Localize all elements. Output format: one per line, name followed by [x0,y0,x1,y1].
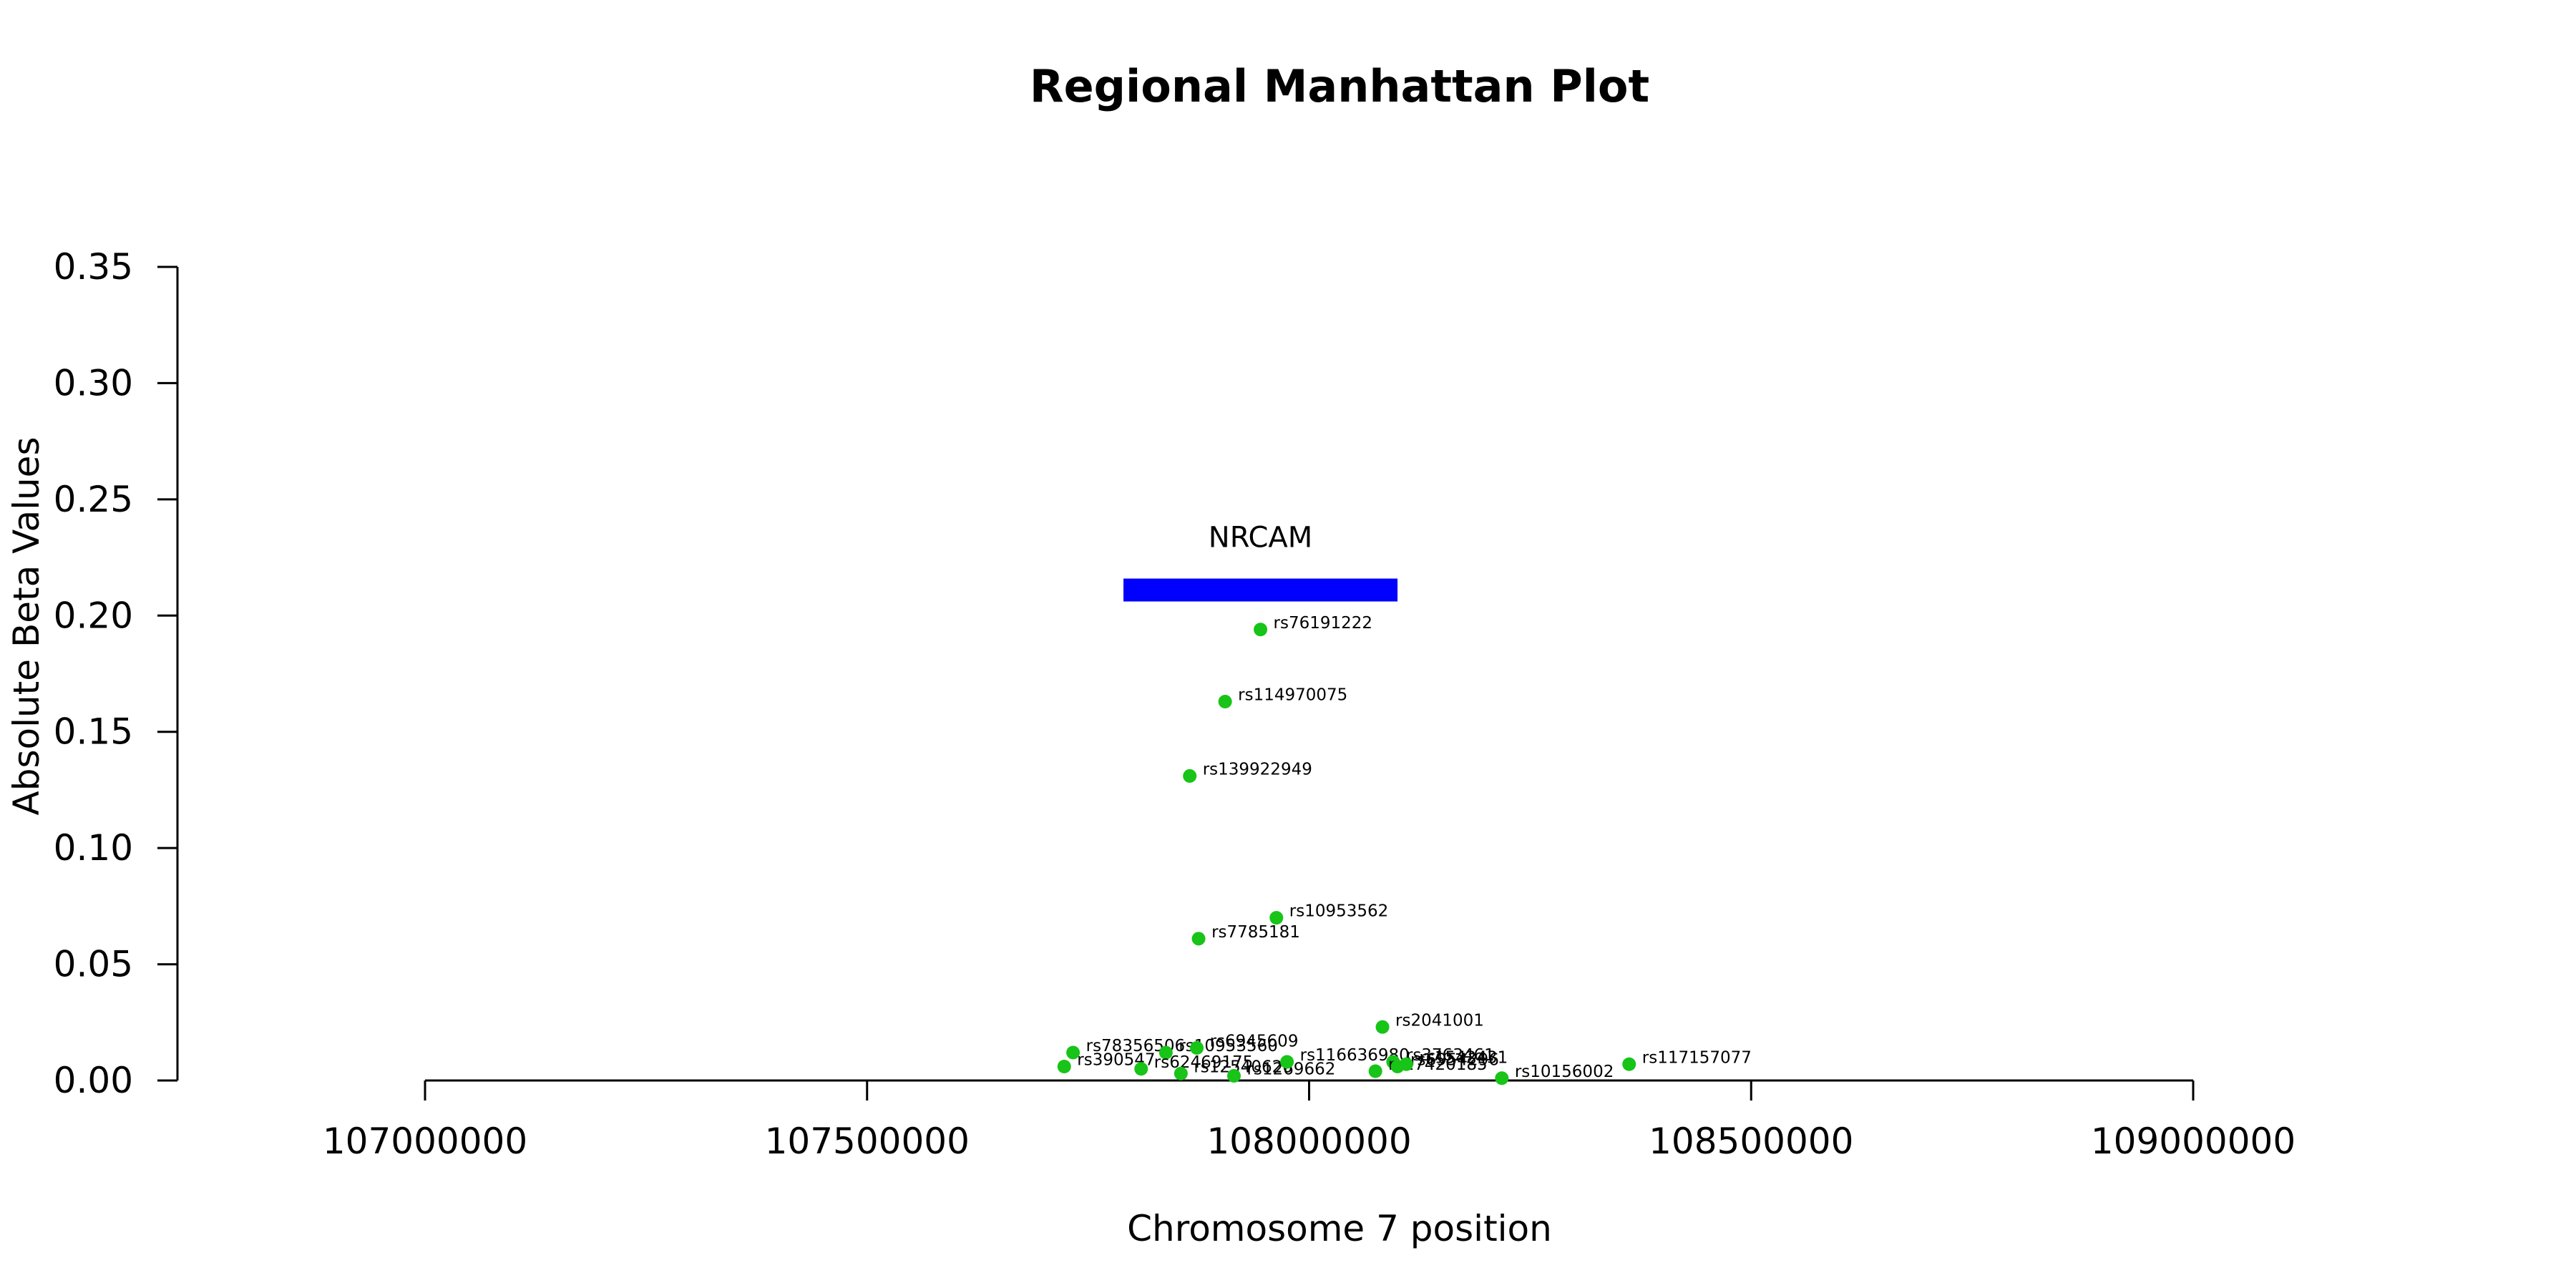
y-axis-label: Absolute Beta Values [6,437,47,816]
snp-label: rs10156002 [1515,1063,1614,1081]
x-axis-label: Chromosome 7 position [1127,1208,1552,1249]
y-tick-label: 0.15 [54,711,133,753]
gene-label: NRCAM [1209,522,1313,555]
chart-title: Regional Manhattan Plot [1030,60,1649,112]
snp-label: rs117157077 [1642,1048,1752,1067]
snp-point [1254,623,1268,637]
snp-point [1622,1057,1636,1071]
snp-point [1375,1020,1390,1034]
snp-label: rs10953562 [1289,902,1389,921]
snp-label: rs6945609 [1210,1033,1299,1051]
snp-label: rs76191222 [1274,614,1373,633]
x-tick-label: 109000000 [2091,1121,2296,1162]
snp-label: rs62469175 [1154,1053,1254,1072]
snp-point [1190,1041,1204,1055]
snp-points: rs76191222 rs114970075 rs139922949 rs109535… [1057,614,1752,1085]
snp-point [1495,1071,1509,1085]
snp-point [1134,1062,1148,1076]
snp-point [1280,1055,1294,1069]
snp-point [1066,1045,1080,1060]
x-tick-label: 108000000 [1206,1121,1411,1162]
x-tick-label: 107000000 [323,1121,527,1162]
x-tick-label: 108500000 [1649,1121,1853,1162]
y-tick-label: 0.25 [54,479,133,520]
y-tick-label: 0.00 [54,1060,133,1101]
snp-point [1183,769,1197,783]
snp-point [1399,1057,1413,1071]
y-tick-label: 0.05 [54,944,133,985]
snp-point [1174,1066,1188,1080]
y-tick-label: 0.30 [54,362,133,404]
gene-track: NRCAM [1123,522,1398,602]
snp-point [1269,911,1284,925]
snp-label: rs114970075 [1238,686,1347,704]
snp-label: rs6954296 [1410,1051,1499,1070]
snp-point [1368,1064,1382,1078]
y-tick-label: 0.35 [54,246,133,288]
snp-label: rs1542431 [1419,1048,1508,1067]
snp-point [1218,694,1232,708]
gene-bar-nrcam [1123,578,1398,602]
x-tick-label: 107500000 [765,1121,970,1162]
snp-point [1158,1045,1173,1060]
snp-label: rs139922949 [1203,760,1312,779]
snp-point [1191,932,1206,946]
snp-point [1226,1069,1241,1083]
y-tick-label: 0.10 [54,827,133,869]
snp-label: rs12540620 [1194,1058,1293,1076]
snp-label: rs7785181 [1211,923,1300,942]
snp-label: rs3763461 [1406,1046,1495,1065]
axes: 0.00 0.05 0.10 0.15 0.20 0.25 0.30 0.35 10700000… [54,246,2296,1162]
snp-point [1057,1060,1071,1074]
snp-label: rs2041001 [1395,1011,1484,1030]
y-tick-label: 0.20 [54,595,133,636]
